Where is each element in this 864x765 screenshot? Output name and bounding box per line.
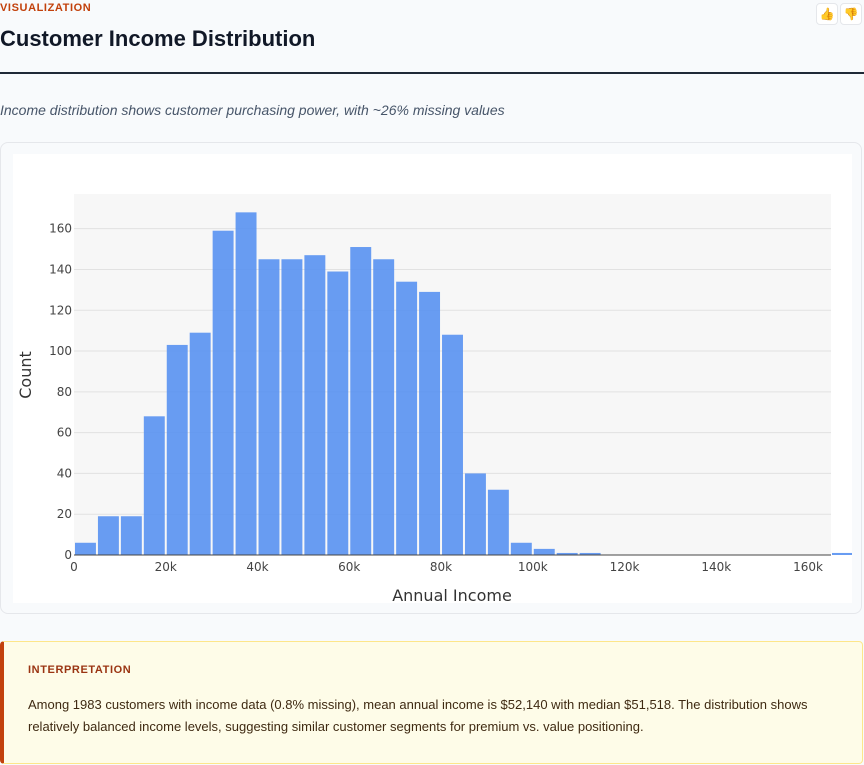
x-tick-labels: 0 20k 40k 60k 80k 100k 120k 140k 160k: [70, 560, 823, 574]
x-tick-label: 0: [70, 560, 78, 574]
chart-card: 0 20 40 60 80 100 120 140 160 0 20k 40k 60k 80k 100k 1…: [0, 142, 864, 614]
y-tick-labels: 0 20 40 60 80 100 120 140 160: [49, 222, 72, 562]
histogram-bar[interactable]: [212, 230, 234, 555]
histogram-bar[interactable]: [189, 332, 211, 555]
y-axis-label: Count: [16, 351, 35, 399]
x-tick-label: 160k: [793, 560, 823, 574]
histogram-bar[interactable]: [327, 271, 349, 555]
interpretation-text: Among 1983 customers with income data (0…: [28, 697, 808, 734]
histogram-bar[interactable]: [235, 212, 257, 555]
x-tick-label: 60k: [338, 560, 360, 574]
thumbs-down-button[interactable]: 👎: [840, 3, 862, 25]
y-tick-label: 160: [49, 222, 72, 236]
thumbs-up-icon: 👍: [819, 7, 835, 21]
title-divider: [0, 72, 864, 74]
histogram-bar[interactable]: [97, 516, 119, 555]
histogram-bar[interactable]: [75, 542, 96, 555]
y-tick-label: 20: [57, 507, 72, 521]
histogram-bar[interactable]: [373, 259, 395, 555]
histogram-bar[interactable]: [487, 489, 509, 555]
histogram-bar[interactable]: [510, 542, 532, 555]
histogram-bar[interactable]: [350, 247, 372, 555]
interpretation-panel: INTERPRETATION Among 1983 customers with…: [0, 641, 863, 764]
histogram-bar[interactable]: [464, 473, 486, 555]
x-tick-label: 120k: [610, 560, 640, 574]
x-tick-label: 140k: [701, 560, 731, 574]
histogram-bar[interactable]: [579, 552, 601, 555]
chart-container: 0 20 40 60 80 100 120 140 160 0 20k 40k 60k 80k 100k 1…: [13, 154, 864, 605]
page-title: Customer Income Distribution: [0, 26, 316, 51]
histogram-bar[interactable]: [281, 259, 303, 555]
y-tick-label: 60: [57, 426, 72, 440]
y-tick-label: 100: [49, 344, 72, 358]
x-axis-label: Annual Income: [392, 586, 512, 603]
x-tick-label: 80k: [430, 560, 452, 574]
histogram-bar[interactable]: [556, 552, 578, 555]
feedback-buttons: 👍 👎: [816, 3, 862, 25]
histogram-bar[interactable]: [120, 516, 142, 555]
x-tick-label: 100k: [518, 560, 548, 574]
histogram-bar[interactable]: [166, 344, 188, 555]
interpretation-label: INTERPRETATION: [28, 664, 132, 676]
x-tick-label: 20k: [155, 560, 177, 574]
y-tick-label: 40: [57, 466, 72, 480]
section-kicker: VISUALIZATION: [0, 2, 92, 14]
y-tick-label: 0: [64, 548, 72, 562]
histogram-bar[interactable]: [832, 552, 853, 555]
y-tick-label: 80: [57, 385, 72, 399]
histogram-bar[interactable]: [143, 416, 165, 555]
y-tick-label: 140: [49, 262, 72, 276]
bars: [75, 212, 864, 555]
x-tick-label: 40k: [246, 560, 268, 574]
thumbs-up-button[interactable]: 👍: [816, 3, 838, 25]
chart-subtitle: Income distribution shows customer purch…: [0, 102, 505, 118]
y-tick-label: 120: [49, 303, 72, 317]
histogram-bar[interactable]: [304, 255, 326, 555]
histogram-bar[interactable]: [442, 334, 463, 555]
histogram-bar[interactable]: [419, 291, 441, 555]
income-histogram[interactable]: 0 20 40 60 80 100 120 140 160 0 20k 40k 60k 80k 100k 1…: [13, 154, 864, 605]
histogram-bar[interactable]: [396, 281, 418, 555]
histogram-bar[interactable]: [258, 259, 280, 555]
thumbs-down-icon: 👎: [843, 7, 859, 21]
histogram-bar[interactable]: [533, 548, 555, 555]
